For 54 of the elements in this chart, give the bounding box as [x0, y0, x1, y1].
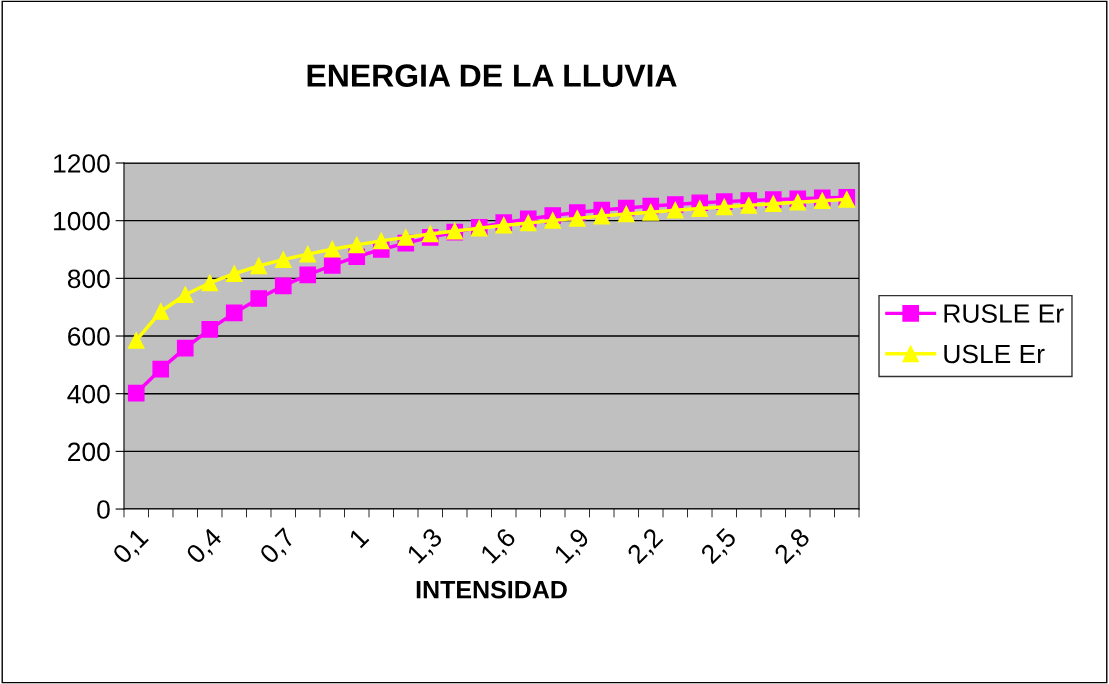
point [740, 197, 758, 214]
point [642, 203, 660, 221]
point [764, 195, 782, 212]
x-tick-label: 0,7 [258, 527, 299, 567]
point [617, 205, 635, 223]
point [593, 207, 611, 225]
point [176, 339, 194, 357]
x-tick-label: 0,1 [111, 527, 152, 567]
y-tick-label: 400 [67, 384, 110, 404]
x-axis-title: INTENSIDAD [416, 580, 567, 599]
x-tick-label: 2,2 [626, 527, 666, 567]
point [152, 303, 170, 320]
legend-label: RUSLE Er [944, 304, 1064, 323]
point [397, 229, 415, 246]
x-tick-label: 1,3 [406, 527, 446, 567]
y-tick-label: 0 [97, 500, 110, 519]
legend-label: USLE Er [944, 344, 1045, 364]
x-tick-label: 1 [348, 527, 370, 549]
point [666, 201, 684, 219]
point [323, 240, 341, 258]
point [299, 266, 317, 284]
y-tick-label: 1000 [54, 211, 110, 231]
point [225, 265, 243, 283]
point [372, 232, 390, 250]
point [152, 360, 170, 378]
x-tick-label: 2,8 [773, 527, 813, 567]
point [225, 304, 243, 322]
point [201, 321, 219, 338]
y-tick-label: 800 [67, 269, 110, 289]
y-tick-label: 1200 [54, 154, 110, 173]
x-tick-label: 1,9 [553, 527, 593, 567]
point [568, 210, 586, 227]
point [544, 212, 562, 229]
point [127, 332, 145, 349]
point [250, 290, 268, 307]
x-tick-label: 0,4 [185, 526, 226, 567]
point [348, 236, 366, 254]
x-tick-label: 1,6 [479, 527, 519, 567]
point [274, 251, 292, 268]
point [691, 200, 709, 217]
point [323, 257, 341, 274]
point [127, 384, 145, 402]
point [519, 214, 537, 232]
point [201, 274, 219, 292]
point [274, 277, 292, 295]
y-tick-label: 600 [68, 327, 110, 346]
chart-title: ENERGIA DE LA LLUVIA [307, 64, 677, 87]
point [421, 225, 439, 243]
x-tick-label: 2,5 [699, 526, 740, 567]
y-tick-label: 200 [68, 442, 110, 462]
point [250, 257, 268, 275]
point [715, 198, 733, 216]
point [176, 286, 194, 304]
point [299, 245, 317, 263]
